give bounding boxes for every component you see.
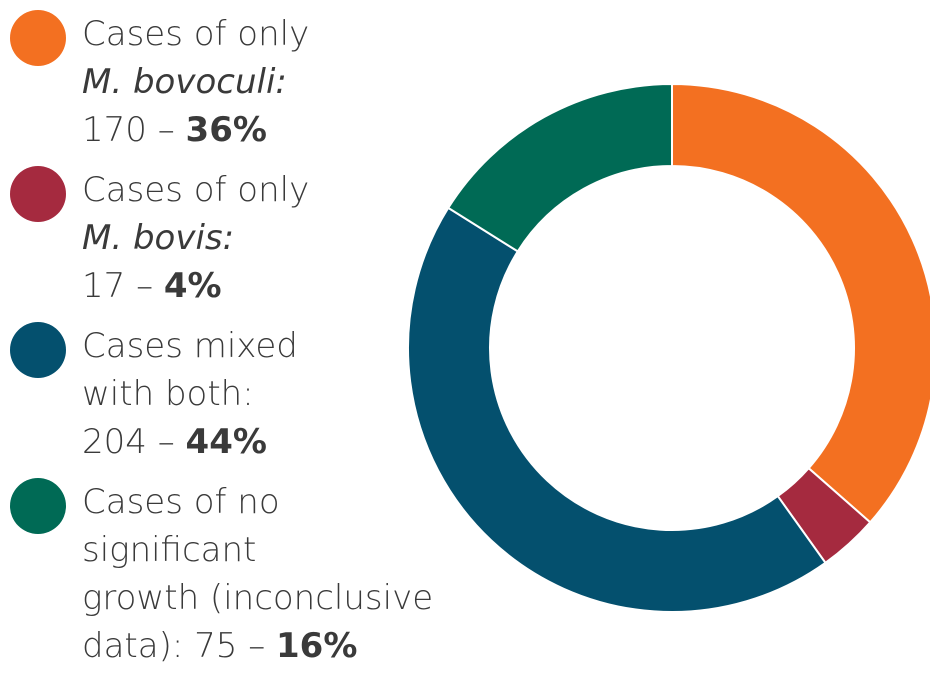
legend-swatch-mixed xyxy=(10,322,66,378)
legend-value-line: 170 – 36% xyxy=(82,106,450,154)
legend-item-m-bovoculi: Cases of only M. bovoculi: 170 – 36% xyxy=(10,10,450,154)
legend-label-line: with both: xyxy=(82,374,254,414)
legend-dash: – xyxy=(248,626,266,666)
donut-chart xyxy=(407,82,930,613)
legend-label-line: Cases mixed xyxy=(82,326,298,366)
legend-item-inconclusive: Cases of no significant growth (inconclu… xyxy=(10,478,450,670)
legend-count: 170 xyxy=(82,110,147,150)
legend-swatch-m-bovoculi xyxy=(10,10,66,66)
legend-text-m-bovis: Cases of only M. bovis: 17 – 4% xyxy=(82,166,450,310)
legend-species-label: M. bovoculi: xyxy=(82,62,287,102)
donut-slice-3 xyxy=(446,82,673,253)
legend-value-line: data): 75 – 16% xyxy=(82,622,450,670)
legend-dash: – xyxy=(157,422,175,462)
legend-percent: 36% xyxy=(185,110,267,150)
legend-label-line: Cases of only xyxy=(82,14,310,54)
donut-slice-0 xyxy=(671,82,930,524)
legend-dash: – xyxy=(136,266,154,306)
legend-text-m-bovoculi: Cases of only M. bovoculi: 170 – 36% xyxy=(82,10,450,154)
legend-dash: – xyxy=(157,110,175,150)
legend-value-line: 17 – 4% xyxy=(82,262,450,310)
legend-label-line: Cases of only xyxy=(82,170,310,210)
legend-percent: 16% xyxy=(276,626,358,666)
legend-item-mixed: Cases mixed with both: 204 – 44% xyxy=(10,322,450,466)
legend-text-mixed: Cases mixed with both: 204 – 44% xyxy=(82,322,450,466)
legend-text-inconclusive: Cases of no significant growth (inconclu… xyxy=(82,478,450,670)
legend-label-line: significant xyxy=(82,530,257,570)
legend-value-line: 204 – 44% xyxy=(82,418,450,466)
legend-item-m-bovis: Cases of only M. bovis: 17 – 4% xyxy=(10,166,450,310)
legend-count: 17 xyxy=(82,266,126,306)
chart-legend: Cases of only M. bovoculi: 170 – 36% Cas… xyxy=(10,10,450,682)
legend-swatch-inconclusive xyxy=(10,478,66,534)
legend-label-line: Cases of no xyxy=(82,482,280,522)
legend-percent: 44% xyxy=(185,422,267,462)
legend-label-line: growth (inconclusive xyxy=(82,578,434,618)
legend-swatch-m-bovis xyxy=(10,166,66,222)
legend-percent: 4% xyxy=(163,266,222,306)
legend-count: 204 xyxy=(82,422,147,462)
legend-species-label: M. bovis: xyxy=(82,218,235,258)
donut-slice-2 xyxy=(407,206,827,613)
legend-count: data): 75 xyxy=(82,626,238,666)
